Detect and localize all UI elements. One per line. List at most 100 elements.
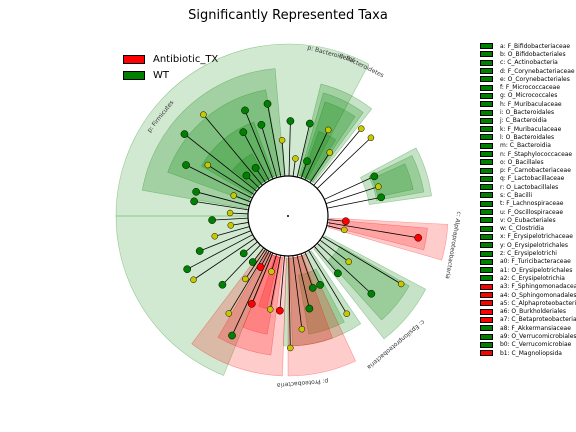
clade-key-label: q: F_Lactobacillaceae	[500, 175, 565, 183]
clade-key-swatch	[480, 233, 493, 240]
clade-key-swatch	[480, 217, 493, 224]
cladogram-branch	[325, 186, 379, 205]
cladogram-node	[247, 299, 256, 308]
cladogram-node	[358, 125, 365, 132]
cladogram-node	[268, 268, 275, 275]
legend-item: Antibiotic_TX	[123, 51, 218, 67]
cladogram-node	[298, 325, 306, 333]
clade-key-label: a2: C_Erysipelotrichia	[500, 274, 565, 282]
clade-key-label: a3: F_Sphingomonadaceae	[500, 283, 576, 291]
clade-key-item: q: F_Lactobacillaceae	[480, 175, 576, 183]
cladogram-node	[230, 192, 237, 199]
cladogram-branch	[214, 226, 250, 237]
cladogram-node	[414, 233, 423, 242]
cladogram-branch	[316, 137, 372, 189]
clade-key-label: c: C_Actinobacteria	[500, 59, 558, 67]
clade-key-label: s: C_Bacilli	[500, 191, 533, 199]
antibiotic-clade-highlight	[289, 255, 333, 347]
cladogram-node	[367, 289, 376, 298]
cladogram-node	[267, 306, 274, 313]
wt-clade-highlight	[297, 83, 373, 184]
clade-key-label: p: F_Carnobacteriaceae	[500, 167, 571, 175]
antibiotic-clade-highlight	[287, 253, 357, 377]
cladogram-root-ring	[247, 175, 329, 257]
clade-key-label: r: O_Lactobacillales	[500, 183, 559, 191]
sector-label: p: Proteobacteria	[276, 377, 328, 388]
cladogram-node	[190, 197, 198, 206]
clade-key-item: a7: C_Betaproteobacteria	[480, 316, 576, 324]
clade-key-swatch	[480, 117, 493, 124]
clade-key-swatch	[480, 109, 493, 116]
clade-key-item: z: C_Erysipelotrichi	[480, 249, 576, 257]
clade-key-label: z: C_Erysipelotrichi	[500, 250, 557, 258]
cladogram-node	[263, 100, 272, 108]
legend-label: WT	[153, 69, 169, 81]
cladogram-branch	[319, 239, 349, 263]
cladogram-branch	[222, 244, 261, 286]
cladogram-node	[190, 276, 197, 283]
clade-key-swatch	[480, 325, 493, 332]
clade-key-item: p: F_Carnobacteriaceae	[480, 166, 576, 174]
clade-key-swatch	[480, 200, 493, 207]
cladogram-branch	[304, 129, 329, 180]
clade-key-swatch	[480, 258, 493, 265]
clade-key-item: l: O_Bacteroidales	[480, 133, 576, 141]
clade-key-label: v: O_Eubacteriales	[500, 216, 556, 224]
clade-key-item: a5: C_Alphaproteobacteria	[480, 299, 576, 307]
clade-key-swatch	[480, 250, 493, 257]
cladogram-node	[341, 217, 350, 226]
legend-item: WT	[123, 67, 218, 83]
clade-key-swatch	[480, 308, 493, 315]
cladogram-branch	[244, 110, 274, 180]
cladogram-node	[370, 172, 379, 181]
clade-key-item: a4: O_Sphingomonadales	[480, 291, 576, 299]
cladogram-node	[377, 193, 385, 202]
cladogram-branch	[304, 252, 321, 286]
clade-key-item: a8: F_Akkermansiaceae	[480, 324, 576, 332]
cladogram-branch	[288, 121, 291, 177]
cladogram-branch	[196, 191, 250, 207]
clade-key-swatch	[480, 267, 493, 274]
cladogram-node	[257, 120, 266, 129]
clade-key-swatch	[480, 316, 493, 323]
clade-key-label: b1: C_Magnoliopsida	[500, 349, 562, 357]
clade-key-item: a9: O_Verrucomicrobiales	[480, 332, 576, 340]
clade-key-item: a: F_Bifidobacteriaceae	[480, 42, 576, 50]
clade-key-item: m: C_Bacteroidia	[480, 142, 576, 150]
clade-key-label: w: C_Clostridia	[500, 225, 544, 233]
cladogram-branch	[313, 245, 339, 274]
cladogram-node	[303, 157, 311, 166]
clade-key-swatch	[480, 92, 493, 99]
antibiotic-clade-highlight	[328, 217, 449, 261]
clade-key-swatch	[480, 51, 493, 58]
clade-key-label: a6: O_Burkholderiales	[500, 308, 566, 316]
clade-key-label: d: F_Corynebacteriaceae	[500, 67, 575, 75]
cladogram-node	[248, 258, 257, 266]
cladogram-node	[343, 310, 350, 317]
clade-key-item: i: O_Bacteroidales	[480, 108, 576, 116]
clade-key-swatch	[480, 209, 493, 216]
cladogram-node	[341, 226, 348, 234]
wt-clade-highlight	[313, 235, 427, 340]
clade-key-swatch	[480, 192, 493, 199]
cladogram-node	[324, 126, 332, 134]
antibiotic-clade-highlight	[191, 249, 287, 377]
cladogram-branch	[186, 234, 253, 270]
clade-key-label: l: O_Bacteroidales	[500, 133, 555, 141]
cladogram-node	[345, 258, 352, 265]
cladogram-branch	[184, 133, 257, 192]
cladogram-node	[375, 183, 382, 190]
clade-key-item: v: O_Eubacteriales	[480, 216, 576, 224]
cladogram-branch	[231, 252, 272, 336]
clade-key-label: x: F_Erysipelotrichaceae	[500, 233, 573, 241]
clade-key-label: i: O_Bacteroidales	[500, 109, 555, 117]
clade-key-item: k: F_Muribaculaceae	[480, 125, 576, 133]
clade-key-item: f: F_Micrococcaceae	[480, 83, 576, 91]
cladogram-node	[278, 136, 286, 144]
cladogram-node	[241, 106, 249, 115]
clade-key-label: y: O_Erysipelotrichales	[500, 241, 568, 249]
clade-key-label: k: F_Muribaculaceae	[500, 125, 562, 133]
cladogram-node	[286, 117, 295, 125]
clade-key-item: h: F_Muribaculaceae	[480, 100, 576, 108]
